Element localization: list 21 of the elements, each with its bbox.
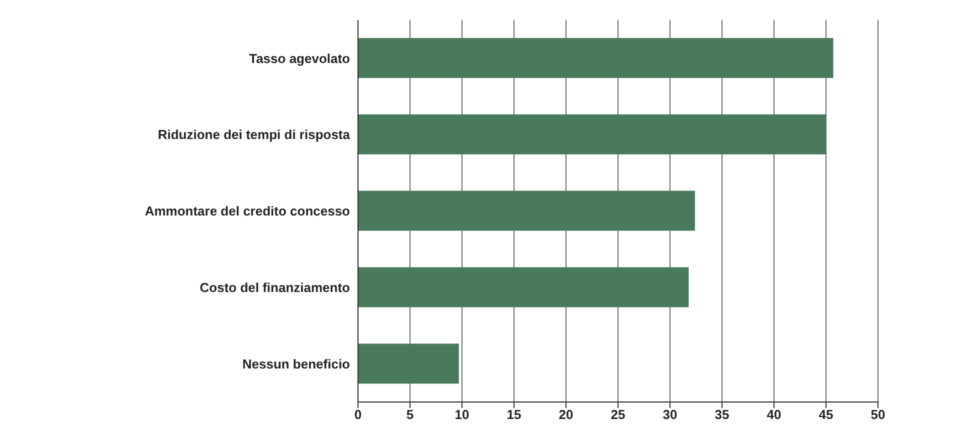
- x-tick-label: 15: [506, 407, 522, 422]
- x-tick-label: 25: [610, 407, 626, 422]
- x-tick-label: 50: [870, 407, 886, 422]
- bar: [358, 267, 689, 308]
- x-tick-label: 10: [454, 407, 470, 422]
- bar: [358, 190, 695, 231]
- x-tick-label: 35: [714, 407, 730, 422]
- bar: [358, 344, 459, 384]
- y-tick-label: Costo del finanziamento: [200, 280, 350, 296]
- x-tick-label: 20: [558, 407, 574, 422]
- y-tick-label: Nessun beneficio: [242, 356, 350, 372]
- y-tick-label: Riduzione dei tempi di risposta: [158, 127, 351, 142]
- bar: [358, 114, 826, 154]
- x-tick-label: 30: [662, 407, 678, 422]
- bar: [358, 38, 834, 78]
- y-tick-label: Ammontare del credito concesso: [144, 204, 350, 219]
- x-tick-label: 40: [766, 407, 782, 422]
- y-tick-label: Tasso agevolato: [249, 50, 350, 66]
- x-tick-label: 45: [818, 407, 834, 422]
- x-tick-label: 5: [406, 407, 414, 422]
- x-tick-label: 0: [354, 407, 362, 422]
